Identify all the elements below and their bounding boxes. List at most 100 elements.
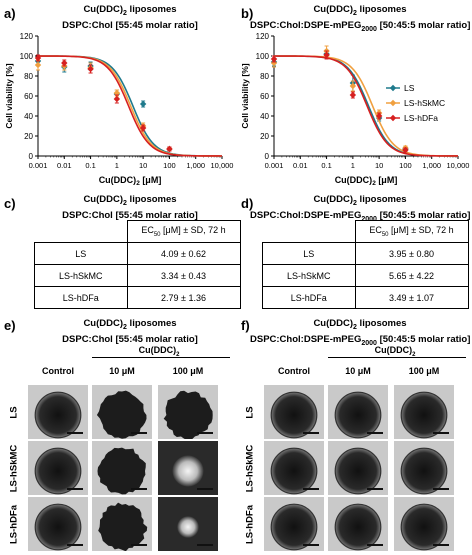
legend-marker [390, 100, 396, 106]
y-tick-label: 100 [20, 52, 34, 61]
grid-f-column-label: 100 μM [394, 366, 454, 376]
ec50-table-d: EC50 [μM] ± SD, 72 h LS 3.95 ± 0.80 LS-hS… [262, 220, 469, 309]
x-tick-label: 10 [375, 161, 383, 170]
y-tick-label: 60 [24, 92, 33, 101]
scale-bar [197, 488, 213, 490]
grid-e-spheroid-image [158, 497, 218, 551]
scale-bar [131, 544, 147, 546]
y-tick-label: 120 [20, 32, 34, 41]
grid-f-spheroid-image [264, 497, 324, 551]
x-tick-label: 100 [399, 161, 412, 170]
grid-e-row-label: LS-hDFa [9, 495, 20, 555]
y-tick-label: 0 [29, 152, 34, 161]
grid-e-row-label: LS [9, 383, 20, 443]
y-axis-label: Cell viability [%] [240, 63, 250, 128]
table-row: LS-hSkMC 3.34 ± 0.43 [35, 265, 241, 287]
grid-f-spheroid-image [394, 385, 454, 439]
grid-e-spheroid-image [92, 385, 152, 439]
grid-e-column-label: 10 μM [92, 366, 152, 376]
chart-a-title: Cu(DDC)2 liposomes DSPC:Chol [55:45 mola… [20, 4, 240, 32]
scale-bar [131, 488, 147, 490]
x-tick-label: 100 [163, 161, 176, 170]
grid-e-spheroid-image [28, 441, 88, 495]
x-axis-label: Cu(DDC)2 [μM] [335, 175, 398, 187]
x-tick-label: 1,000 [422, 161, 441, 170]
grid-e-spheroid-image [28, 385, 88, 439]
x-tick-label: 10 [139, 161, 147, 170]
panel-label-c: c) [4, 196, 16, 211]
fit-curve-ls-hskmc [38, 56, 222, 156]
grid-e-concentration-header: Cu(DDC)2 [86, 345, 232, 358]
scale-bar [197, 432, 213, 434]
data-point [350, 92, 356, 98]
grid-f-column-label: 10 μM [328, 366, 388, 376]
image-e-title: Cu(DDC)2 liposomes DSPC:Chol [55:45 mola… [20, 318, 240, 346]
grid-f-spheroid-image [328, 385, 388, 439]
scale-bar [367, 488, 383, 490]
data-point [166, 146, 172, 152]
ec50-table-c: EC50 [μM] ± SD, 72 h LS 4.09 ± 0.62 LS-hS… [34, 220, 241, 309]
scale-bar [67, 488, 83, 490]
grid-f-spheroid-image [394, 497, 454, 551]
scale-bar [197, 544, 213, 546]
x-tick-label: 0.01 [293, 161, 308, 170]
spheroid-grid-e: Cu(DDC)2 Control 10 μM 100 μM LS LS-hSkMC [0, 345, 236, 550]
grid-f-spheroid-image [328, 441, 388, 495]
y-tick-label: 40 [260, 112, 269, 121]
y-tick-label: 100 [256, 52, 270, 61]
y-tick-label: 20 [24, 132, 33, 141]
panel-label-e: e) [4, 318, 16, 333]
y-tick-label: 60 [260, 92, 269, 101]
grid-e-row-label: LS-hSkMC [9, 439, 20, 499]
data-point [114, 96, 120, 102]
grid-f-spheroid-image [328, 497, 388, 551]
grid-f-row-label: LS-hDFa [245, 495, 256, 555]
x-tick-label: 10,000 [447, 161, 470, 170]
grid-f-spheroid-image [264, 385, 324, 439]
grid-f-spheroid-image [394, 441, 454, 495]
x-tick-label: 1 [115, 161, 119, 170]
panel-label-f: f) [241, 318, 250, 333]
table-row: LS-hSkMC 5.65 ± 4.22 [263, 265, 469, 287]
data-point [140, 101, 146, 107]
x-tick-label: 0.001 [265, 161, 284, 170]
x-tick-label: 10,000 [211, 161, 234, 170]
scale-bar [67, 544, 83, 546]
table-c-header: EC50 [μM] ± SD, 72 h [127, 221, 240, 243]
panel-label-a: a) [4, 6, 16, 21]
scale-bar [367, 432, 383, 434]
grid-e-concentration-arrow [92, 357, 230, 358]
table-row: LS-hDFa 2.79 ± 1.36 [35, 287, 241, 309]
table-row: LS 3.95 ± 0.80 [263, 243, 469, 265]
scale-bar [433, 544, 449, 546]
legend-marker [390, 85, 396, 91]
legend-label: LS-hSkMC [404, 98, 445, 108]
legend-label: LS-hDFa [404, 113, 438, 123]
scale-bar [433, 432, 449, 434]
scale-bar [67, 432, 83, 434]
grid-f-column-label: Control [264, 366, 324, 376]
table-row: LS 4.09 ± 0.62 [35, 243, 241, 265]
y-tick-label: 0 [265, 152, 270, 161]
grid-f-row-label: LS-hSkMC [245, 439, 256, 499]
x-tick-label: 0.1 [321, 161, 331, 170]
grid-e-spheroid-image [158, 385, 218, 439]
x-axis-label: Cu(DDC)2 [μM] [99, 175, 162, 187]
grid-f-spheroid-image [264, 441, 324, 495]
grid-e-column-label: 100 μM [158, 366, 218, 376]
data-point [35, 62, 41, 68]
grid-f-concentration-arrow [328, 357, 466, 358]
scale-bar [303, 488, 319, 490]
scale-bar [303, 544, 319, 546]
table-d-header: EC50 [μM] ± SD, 72 h [355, 221, 468, 243]
grid-f-concentration-header: Cu(DDC)2 [322, 345, 468, 358]
legend-marker [390, 115, 396, 121]
x-tick-label: 0.001 [29, 161, 48, 170]
y-tick-label: 80 [260, 72, 269, 81]
chart-b: 0 20 40 60 80 100 120 0.001 0.01 0.1 1 10 100 1,000 10… [236, 30, 472, 195]
chart-a: 0 20 40 60 80 100 120 0.001 0.01 0.1 1 10 100 1,000 10… [0, 30, 236, 195]
y-tick-label: 120 [256, 32, 270, 41]
x-tick-label: 1,000 [186, 161, 205, 170]
grid-e-column-label: Control [28, 366, 88, 376]
y-tick-label: 80 [24, 72, 33, 81]
